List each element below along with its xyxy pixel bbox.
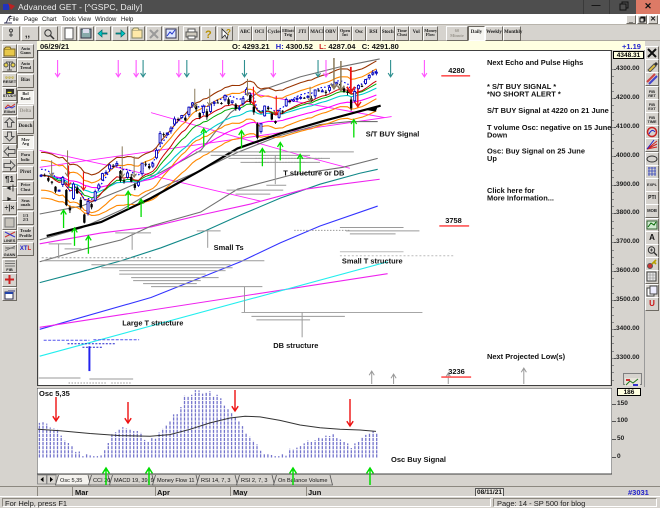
svg-text:Large T structure: Large T structure xyxy=(122,318,183,327)
svg-text:Up: Up xyxy=(487,154,497,163)
svg-text:?: ? xyxy=(205,29,212,40)
svg-text:Next Echo and Pulse Highs: Next Echo and Pulse Highs xyxy=(487,58,583,67)
svg-text:T structure or DB: T structure or DB xyxy=(283,168,345,177)
svg-text:,,: ,, xyxy=(25,29,30,39)
svg-text:S/T BUY Signal at 4220 on 21 J: S/T BUY Signal at 4220 on 21 June xyxy=(487,106,609,115)
svg-text:Osc 5,35: Osc 5,35 xyxy=(39,389,70,398)
svg-text:* S/T BUY SIGNAL *: * S/T BUY SIGNAL * xyxy=(487,82,556,91)
svg-text:T volume Osc: negative on 15 J: T volume Osc: negative on 15 June xyxy=(487,123,611,132)
svg-text:CCI 20: CCI 20 xyxy=(93,478,110,484)
svg-text:Osc: Buy Signal on 25 June: Osc: Buy Signal on 25 June xyxy=(487,146,585,155)
svg-text:Next Projected Low(s): Next Projected Low(s) xyxy=(487,352,566,361)
svg-text:*NO SHORT ALERT *: *NO SHORT ALERT * xyxy=(487,90,561,99)
svg-text:RSI 2, 7, 3: RSI 2, 7, 3 xyxy=(241,478,267,484)
svg-text:Down: Down xyxy=(487,130,508,139)
svg-text:Click here for: Click here for xyxy=(487,186,535,195)
svg-text:Small T structure: Small T structure xyxy=(342,257,403,266)
svg-text:RSI 14, 7, 3: RSI 14, 7, 3 xyxy=(201,478,231,484)
svg-text:4280: 4280 xyxy=(448,66,465,75)
svg-text:More Information...: More Information... xyxy=(487,194,554,203)
svg-text:S/T BUY Signal: S/T BUY Signal xyxy=(366,129,420,138)
svg-text:?: ? xyxy=(226,28,231,37)
svg-text:MACD 19, 39, 9: MACD 19, 39, 9 xyxy=(114,478,154,484)
svg-text:3758: 3758 xyxy=(445,216,462,225)
svg-text:DB structure: DB structure xyxy=(273,341,318,350)
svg-text:3236: 3236 xyxy=(448,367,465,376)
svg-text:Osc Buy Signal: Osc Buy Signal xyxy=(391,455,446,464)
svg-text:Small Ts: Small Ts xyxy=(214,243,244,252)
svg-text:Osc 5,35: Osc 5,35 xyxy=(60,478,82,484)
svg-text:Money Flow 11: Money Flow 11 xyxy=(157,478,195,484)
svg-text:On Balance Volume: On Balance Volume xyxy=(278,478,327,484)
